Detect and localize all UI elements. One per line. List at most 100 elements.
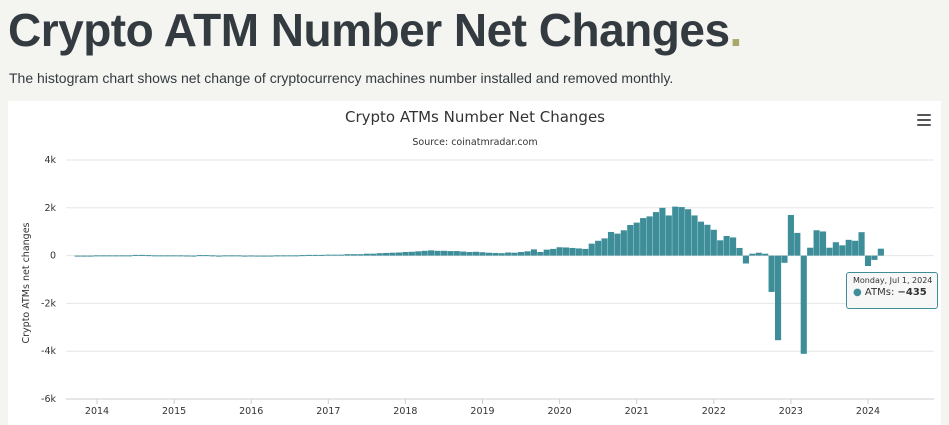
histogram-bar[interactable]	[235, 255, 242, 257]
histogram-bar[interactable]	[241, 255, 248, 257]
histogram-bar[interactable]	[517, 252, 525, 256]
histogram-bar[interactable]	[318, 254, 325, 256]
histogram-bar[interactable]	[858, 232, 865, 256]
bars[interactable]	[74, 206, 884, 354]
histogram-bar[interactable]	[119, 255, 126, 257]
histogram-bar[interactable]	[350, 254, 358, 256]
histogram-bar[interactable]	[736, 247, 743, 256]
histogram-bar[interactable]	[562, 247, 570, 256]
histogram-bar[interactable]	[196, 255, 203, 257]
histogram-bar[interactable]	[819, 231, 827, 256]
histogram-bar[interactable]	[305, 254, 313, 256]
histogram-bar[interactable]	[537, 252, 544, 256]
histogram-bar[interactable]	[389, 252, 396, 256]
histogram-bar[interactable]	[325, 254, 332, 256]
histogram-bar[interactable]	[286, 255, 293, 257]
histogram-bar[interactable]	[877, 248, 884, 256]
histogram-bar[interactable]	[81, 255, 88, 257]
histogram-bar[interactable]	[280, 255, 287, 257]
histogram-bar[interactable]	[839, 245, 846, 256]
histogram-bar[interactable]	[222, 255, 229, 257]
histogram-bar[interactable]	[421, 250, 428, 256]
histogram-bar[interactable]	[447, 251, 454, 256]
histogram-bar[interactable]	[453, 251, 460, 256]
histogram-bar[interactable]	[376, 253, 383, 256]
histogram-bar[interactable]	[479, 252, 486, 256]
histogram-bar[interactable]	[530, 249, 537, 256]
histogram-bar[interactable]	[93, 255, 101, 257]
histogram-bar[interactable]	[87, 255, 94, 257]
hamburger-menu-icon[interactable]	[917, 114, 931, 126]
histogram-bar[interactable]	[158, 255, 165, 257]
histogram-bar[interactable]	[363, 253, 370, 256]
histogram-bar[interactable]	[132, 254, 139, 256]
histogram-bar[interactable]	[704, 224, 711, 256]
histogram-bar[interactable]	[582, 248, 589, 256]
histogram-bar[interactable]	[852, 240, 859, 256]
histogram-bar[interactable]	[781, 255, 788, 263]
histogram-bar[interactable]	[787, 214, 794, 256]
histogram-bar[interactable]	[203, 255, 210, 257]
histogram-bar[interactable]	[113, 255, 120, 257]
histogram-bar[interactable]	[151, 255, 158, 257]
histogram-bar[interactable]	[794, 232, 801, 256]
histogram-bar[interactable]	[338, 254, 345, 256]
histogram-bar[interactable]	[145, 255, 152, 257]
histogram-bar[interactable]	[209, 255, 216, 257]
histogram-bar[interactable]	[260, 255, 268, 257]
histogram-bar[interactable]	[845, 239, 852, 256]
histogram-bar[interactable]	[511, 252, 518, 256]
histogram-bar[interactable]	[607, 231, 615, 256]
histogram-bar[interactable]	[864, 255, 872, 266]
histogram-bar[interactable]	[871, 255, 878, 260]
histogram-bar[interactable]	[415, 251, 422, 256]
histogram-bar[interactable]	[216, 255, 223, 257]
histogram-bar[interactable]	[730, 237, 737, 256]
histogram-bar[interactable]	[601, 238, 608, 256]
histogram-bar[interactable]	[832, 242, 839, 256]
histogram-bar[interactable]	[312, 254, 319, 256]
histogram-bar[interactable]	[228, 255, 235, 257]
histogram-bar[interactable]	[177, 255, 184, 257]
histogram-bar[interactable]	[652, 212, 660, 256]
histogram-bar[interactable]	[402, 252, 409, 256]
histogram-bar[interactable]	[466, 252, 473, 256]
histogram-bar[interactable]	[100, 255, 107, 257]
histogram-bar[interactable]	[524, 251, 531, 256]
histogram-bar[interactable]	[691, 215, 698, 256]
histogram-bar[interactable]	[357, 254, 364, 256]
histogram-bar[interactable]	[498, 253, 505, 256]
histogram-bar[interactable]	[106, 255, 113, 257]
histogram-bar[interactable]	[331, 254, 338, 256]
histogram-bar[interactable]	[640, 218, 647, 256]
histogram-bar[interactable]	[717, 240, 724, 256]
histogram-bar[interactable]	[254, 255, 261, 257]
histogram-bar[interactable]	[440, 250, 448, 256]
histogram-bar[interactable]	[408, 251, 415, 256]
histogram-bar[interactable]	[800, 255, 807, 354]
histogram-bar[interactable]	[749, 253, 756, 256]
histogram-bar[interactable]	[395, 252, 403, 256]
histogram-bar[interactable]	[543, 249, 550, 256]
histogram-bar[interactable]	[826, 247, 833, 256]
histogram-bar[interactable]	[665, 215, 672, 256]
histogram-bar[interactable]	[428, 250, 435, 256]
histogram-bar[interactable]	[646, 216, 653, 256]
histogram-bar[interactable]	[550, 248, 557, 256]
histogram-bar[interactable]	[614, 233, 621, 256]
histogram-bar[interactable]	[575, 248, 582, 256]
histogram-bar[interactable]	[710, 229, 717, 256]
histogram-bar[interactable]	[742, 255, 749, 264]
histogram-bar[interactable]	[813, 230, 820, 256]
histogram-bar[interactable]	[672, 206, 679, 256]
histogram-bar[interactable]	[774, 255, 782, 341]
histogram-bar[interactable]	[171, 255, 178, 257]
histogram-bar[interactable]	[299, 255, 306, 257]
histogram-bar[interactable]	[248, 255, 255, 257]
histogram-bar[interactable]	[485, 252, 492, 256]
histogram-bar[interactable]	[183, 255, 191, 257]
histogram-bar[interactable]	[434, 250, 441, 256]
histogram-bar[interactable]	[344, 254, 351, 256]
histogram-bar[interactable]	[755, 252, 762, 256]
histogram-bar[interactable]	[588, 243, 595, 256]
